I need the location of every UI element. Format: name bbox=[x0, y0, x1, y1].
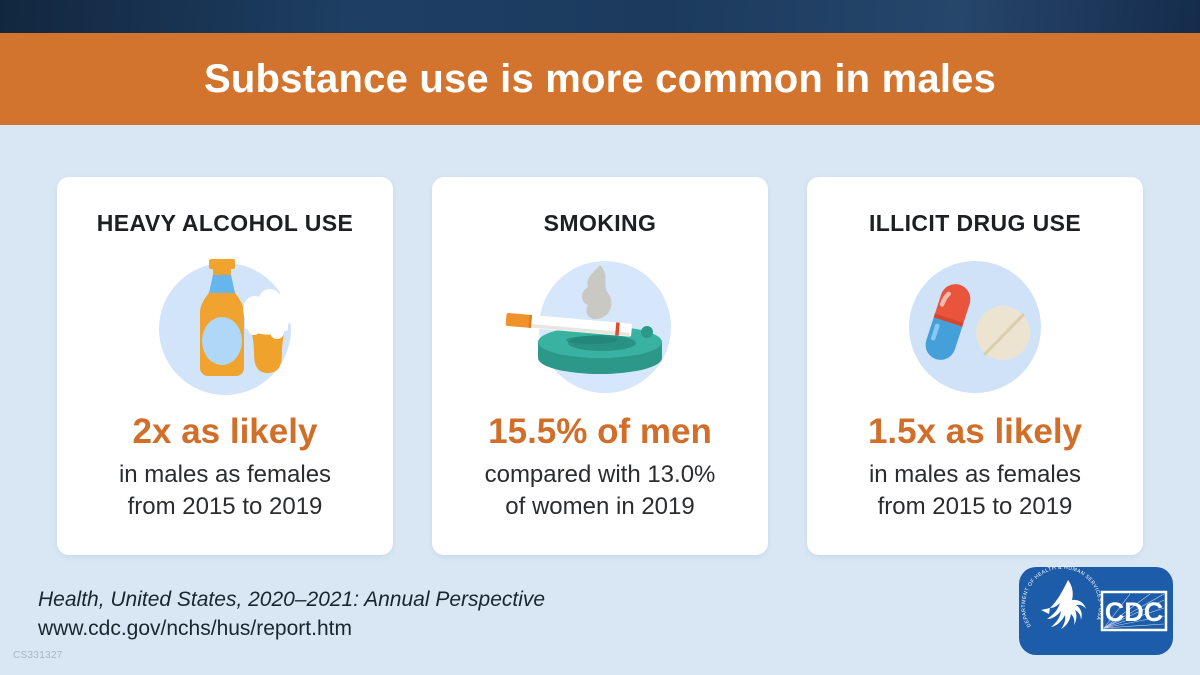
cdc-wordmark-text: CDC bbox=[1105, 597, 1164, 627]
stat-description: in males as females from 2015 to 2019 bbox=[807, 459, 1143, 523]
desc-line: of women in 2019 bbox=[505, 493, 695, 520]
card-heavy-alcohol-use: HEAVY ALCOHOL USE 2x as likely in males … bbox=[57, 177, 393, 555]
stat-cards: HEAVY ALCOHOL USE 2x as likely in males … bbox=[57, 177, 1143, 555]
top-navy-bar bbox=[0, 0, 1200, 33]
cdc-logo: DEPARTMENT OF HEALTH & HUMAN SERVICES • … bbox=[1018, 565, 1174, 656]
source-note: Health, United States, 2020–2021: Annual… bbox=[38, 585, 545, 643]
stat-text: 2x as likely bbox=[132, 412, 318, 451]
card-heading: HEAVY ALCOHOL USE bbox=[96, 210, 354, 236]
cdc-wordmark: CDC bbox=[1100, 590, 1168, 632]
desc-line: in males as females bbox=[118, 461, 332, 488]
stat-description: compared with 13.0% of women in 2019 bbox=[432, 459, 768, 523]
document-code: CS331327 bbox=[13, 650, 63, 661]
card-heading: ILLICIT DRUG USE bbox=[868, 210, 1082, 236]
report-url: www.cdc.gov/nchs/hus/report.htm bbox=[38, 617, 352, 640]
card-smoking: SMOKING bbox=[432, 177, 768, 555]
desc-line: from 2015 to 2019 bbox=[877, 493, 1073, 520]
desc-line: compared with 13.0% bbox=[484, 461, 716, 488]
desc-line: from 2015 to 2019 bbox=[127, 493, 323, 520]
report-title: Health, United States, 2020–2021: Annual… bbox=[38, 588, 546, 611]
beer-bottle-and-glass-icon bbox=[57, 255, 393, 400]
page-title: Substance use is more common in males bbox=[203, 56, 997, 101]
card-illicit-drug-use: ILLICIT DRUG USE 1.5x as likely in bbox=[807, 177, 1143, 555]
stat-description: in males as females from 2015 to 2019 bbox=[57, 459, 393, 523]
cigarette-ashtray-icon bbox=[432, 255, 768, 400]
desc-line: in males as females bbox=[868, 461, 1082, 488]
stat-text: 1.5x as likely bbox=[867, 412, 1083, 451]
pills-icon bbox=[807, 255, 1143, 400]
title-band: Substance use is more common in males bbox=[0, 33, 1200, 125]
card-heading: SMOKING bbox=[543, 210, 657, 236]
stat-text: 15.5% of men bbox=[488, 412, 712, 451]
